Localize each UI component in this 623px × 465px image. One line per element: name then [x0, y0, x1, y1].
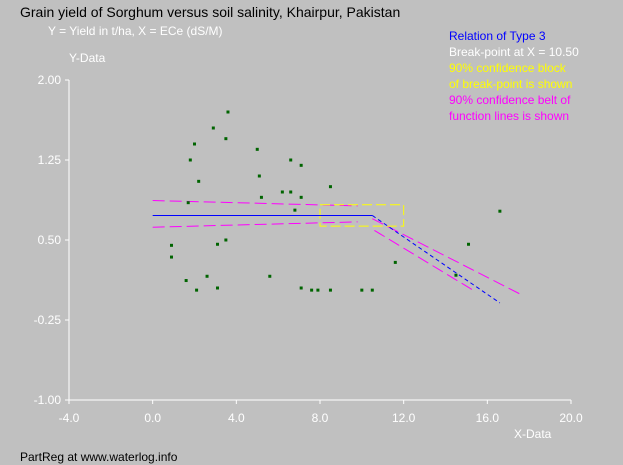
data-point [169, 243, 173, 247]
y-tick-label: 1.25 [38, 153, 62, 167]
data-point [224, 238, 228, 242]
data-point [310, 288, 314, 292]
data-point [268, 274, 272, 278]
data-point [216, 242, 220, 246]
data-point [299, 163, 303, 167]
data-point [188, 158, 192, 162]
data-point [289, 158, 293, 162]
data-points [169, 110, 502, 292]
data-point [257, 174, 261, 178]
y-tick-label: 2.00 [38, 73, 62, 87]
data-point [211, 126, 215, 130]
y-tick-label: -1.00 [34, 393, 62, 407]
legend-item: Relation of Type 3 [449, 29, 546, 43]
data-point [226, 110, 230, 114]
legend-item: 90% confidence block [449, 61, 567, 75]
x-tick-label: 20.0 [559, 411, 583, 425]
legend: Relation of Type 3 Break-point at X = 10.… [449, 29, 579, 123]
axes: 2.00 1.25 0.50 -0.25 -1.00 -4.0 0.0 4.0 8.0 12.0 1… [34, 73, 583, 425]
data-point [393, 260, 397, 264]
data-point [370, 288, 374, 292]
x-tick-label: 8.0 [312, 411, 329, 425]
belt-line [152, 221, 358, 228]
legend-item: Break-point at X = 10.50 [449, 45, 579, 59]
x-axis-label: X-Data [514, 427, 552, 441]
chart-subtitle: Y = Yield in t/ha, X = ECe (dS/M) [48, 24, 223, 38]
x-tick-label: 4.0 [228, 411, 245, 425]
belt-line [372, 218, 524, 296]
x-tick-label: 16.0 [476, 411, 500, 425]
legend-item: of break-point is shown [449, 77, 572, 91]
data-point [293, 208, 297, 212]
belt-line [374, 229, 476, 292]
data-point [328, 185, 332, 189]
data-point [193, 142, 196, 146]
data-point [467, 242, 471, 246]
data-point [197, 179, 201, 183]
data-point [498, 209, 502, 213]
x-tick-label: 12.0 [392, 411, 416, 425]
y-tick-label: -0.25 [34, 313, 62, 327]
legend-item: 90% confidence belt of [449, 93, 571, 107]
x-tick-label: 0.0 [144, 411, 161, 425]
footer-credit: PartReg at www.waterlog.info [20, 450, 178, 464]
data-point [224, 137, 228, 141]
fit-line [372, 215, 501, 304]
data-point [360, 288, 364, 292]
data-point [184, 279, 188, 283]
data-point [255, 147, 259, 151]
data-point [205, 274, 209, 278]
data-point [169, 255, 173, 259]
data-point [289, 190, 293, 194]
data-point [299, 286, 303, 290]
data-point [316, 288, 320, 292]
chart-title: Grain yield of Sorghum versus soil salin… [20, 4, 400, 20]
data-point [216, 286, 220, 290]
y-tick-label: 0.50 [38, 233, 62, 247]
data-point [454, 273, 458, 277]
data-point [328, 288, 332, 292]
legend-item: function lines is shown [449, 109, 569, 123]
y-axis-label: Y-Data [69, 51, 106, 65]
data-point [280, 190, 284, 194]
data-point [186, 201, 190, 205]
fit-lines [152, 214, 501, 304]
data-point [259, 195, 263, 199]
data-point [195, 288, 199, 292]
x-tick-label: -4.0 [59, 411, 80, 425]
data-point [299, 195, 303, 199]
